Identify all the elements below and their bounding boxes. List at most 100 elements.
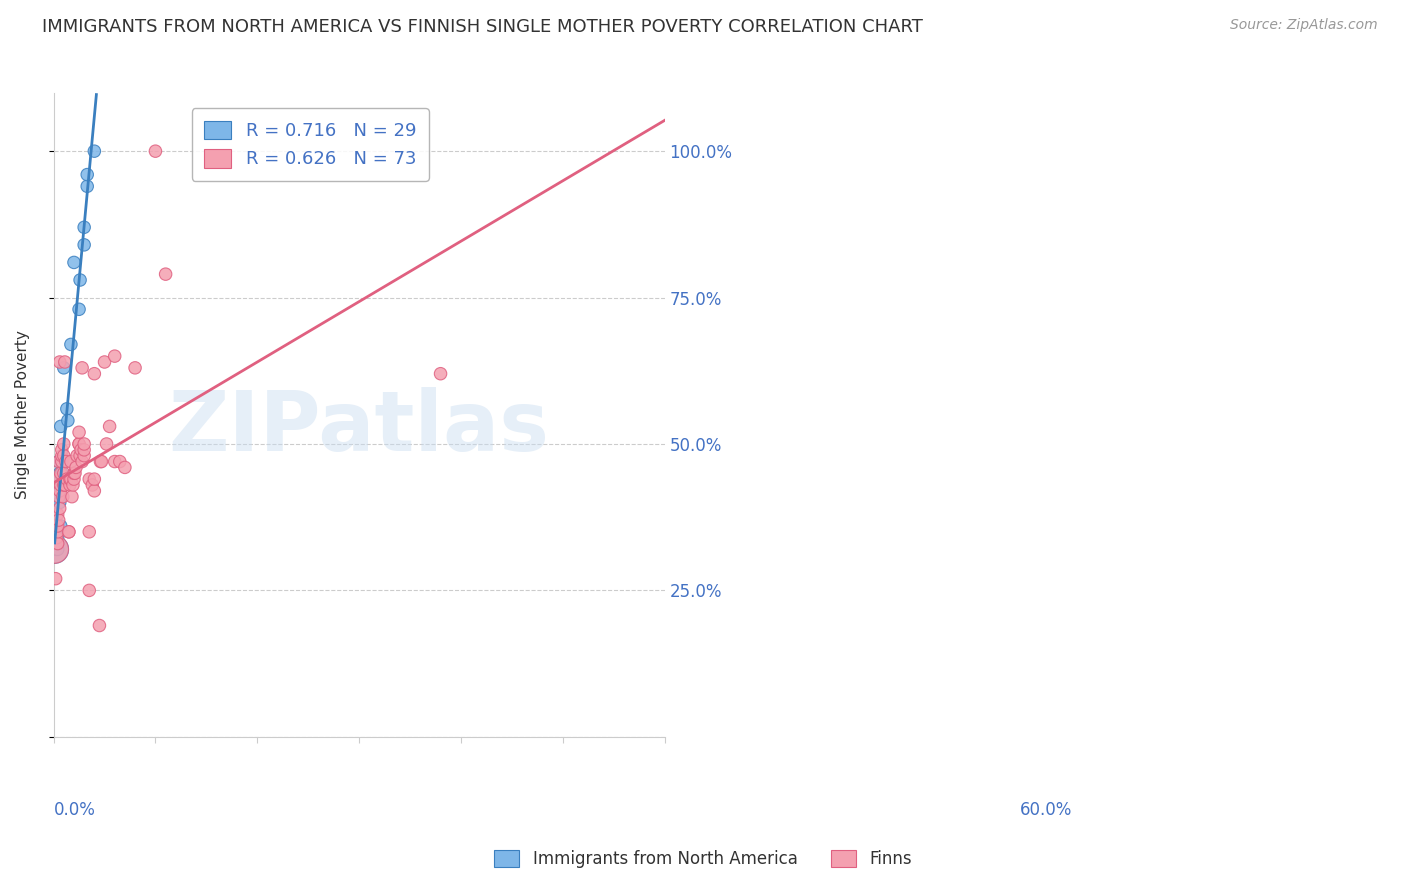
Point [49, 467, 72, 481]
Point [59, 454, 82, 468]
Point [73, 437, 96, 451]
Point [52, 437, 75, 451]
Legend: R = 0.716   N = 29, R = 0.626   N = 73: R = 0.716 N = 29, R = 0.626 N = 73 [191, 108, 429, 181]
Point [56, 401, 79, 416]
Point [67, 302, 90, 317]
Text: Source: ZipAtlas.com: Source: ZipAtlas.com [1230, 18, 1378, 32]
Point [67, 437, 90, 451]
Point [48, 483, 70, 498]
Point [46, 536, 69, 550]
Point [124, 360, 146, 375]
Point [70, 360, 93, 375]
Point [62, 478, 84, 492]
Point [63, 467, 86, 481]
Point [52, 467, 75, 481]
Point [59, 472, 82, 486]
Point [145, 144, 167, 158]
Point [77, 472, 100, 486]
Point [69, 273, 91, 287]
Point [83, 144, 105, 158]
Point [83, 472, 105, 486]
Point [108, 454, 131, 468]
Point [77, 524, 100, 539]
Point [45, 542, 67, 557]
Point [104, 349, 127, 363]
Point [51, 467, 73, 481]
Point [114, 460, 136, 475]
Point [63, 255, 86, 269]
Point [73, 238, 96, 252]
Point [59, 478, 82, 492]
Point [65, 460, 87, 475]
Point [51, 442, 73, 457]
Point [52, 490, 75, 504]
Point [83, 483, 105, 498]
Point [59, 472, 82, 486]
Point [93, 355, 115, 369]
Y-axis label: Single Mother Poverty: Single Mother Poverty [15, 330, 30, 500]
Point [51, 454, 73, 468]
Point [52, 478, 75, 492]
Point [73, 220, 96, 235]
Point [63, 467, 86, 481]
Point [45, 524, 67, 539]
Point [46, 519, 69, 533]
Point [82, 478, 104, 492]
Legend: Immigrants from North America, Finns: Immigrants from North America, Finns [488, 843, 918, 875]
Point [53, 478, 76, 492]
Point [56, 472, 79, 486]
Point [49, 478, 72, 492]
Point [155, 267, 177, 281]
Point [67, 437, 90, 451]
Point [48, 454, 70, 468]
Point [70, 454, 93, 468]
Text: IMMIGRANTS FROM NORTH AMERICA VS FINNISH SINGLE MOTHER POVERTY CORRELATION CHART: IMMIGRANTS FROM NORTH AMERICA VS FINNISH… [42, 18, 924, 36]
Point [429, 367, 451, 381]
Point [58, 524, 80, 539]
Point [48, 501, 70, 516]
Point [52, 449, 75, 463]
Point [67, 425, 90, 440]
Text: 0.0%: 0.0% [53, 801, 96, 819]
Point [45, 524, 67, 539]
Point [69, 449, 91, 463]
Point [89, 454, 111, 468]
Point [51, 454, 73, 468]
Point [98, 419, 121, 434]
Point [96, 437, 118, 451]
Point [77, 583, 100, 598]
Point [48, 513, 70, 527]
Point [73, 442, 96, 457]
Point [45, 531, 67, 545]
Text: 60.0%: 60.0% [1019, 801, 1071, 819]
Point [48, 355, 70, 369]
Point [55, 454, 77, 468]
Point [46, 524, 69, 539]
Point [73, 449, 96, 463]
Point [44, 542, 66, 557]
Point [48, 472, 70, 486]
Point [46, 531, 69, 545]
Point [70, 442, 93, 457]
Point [90, 454, 112, 468]
Point [89, 618, 111, 632]
Point [45, 572, 67, 586]
Point [104, 454, 127, 468]
Point [60, 490, 83, 504]
Point [76, 179, 98, 194]
Point [53, 355, 76, 369]
Point [76, 168, 98, 182]
Point [48, 495, 70, 509]
Point [48, 483, 70, 498]
Point [44, 542, 66, 557]
Point [83, 367, 105, 381]
Point [66, 449, 89, 463]
Point [51, 449, 73, 463]
Point [49, 419, 72, 434]
Point [48, 454, 70, 468]
Point [48, 467, 70, 481]
Point [52, 360, 75, 375]
Point [48, 490, 70, 504]
Point [56, 413, 79, 427]
Point [46, 536, 69, 550]
